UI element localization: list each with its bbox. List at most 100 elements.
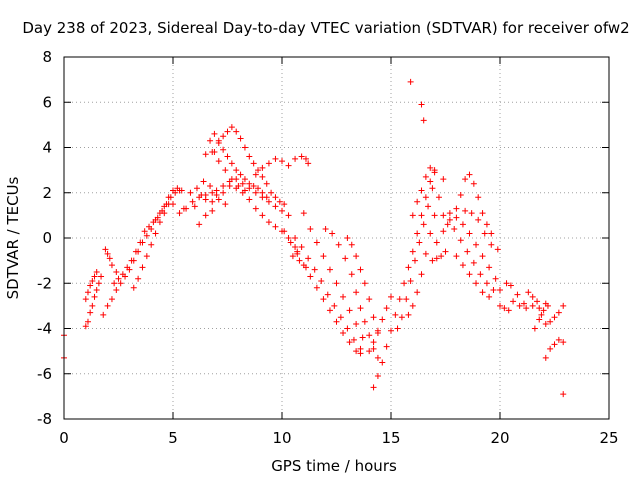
- data-point: [333, 318, 340, 325]
- data-point: [172, 189, 179, 196]
- data-point: [359, 334, 366, 341]
- y-tick-label: -8: [37, 410, 52, 428]
- data-point: [440, 176, 447, 183]
- data-point: [486, 264, 493, 271]
- data-point: [486, 293, 493, 300]
- data-point: [409, 302, 416, 309]
- data-point: [265, 219, 272, 226]
- data-point: [279, 158, 285, 165]
- y-tick-label: 6: [42, 93, 52, 111]
- data-point: [479, 253, 486, 260]
- data-point: [213, 187, 220, 194]
- data-point: [505, 307, 512, 314]
- data-point: [222, 201, 229, 208]
- series-night-F: [503, 280, 567, 327]
- data-point: [470, 259, 477, 266]
- data-point: [137, 239, 144, 246]
- data-point: [510, 298, 517, 305]
- data-point: [263, 180, 270, 187]
- data-point: [453, 214, 460, 221]
- series-night-G: [510, 298, 549, 312]
- data-point: [459, 221, 466, 228]
- data-point: [91, 273, 98, 280]
- data-point: [246, 153, 253, 160]
- data-point: [348, 241, 355, 248]
- data-point: [161, 210, 168, 217]
- data-point: [296, 257, 303, 264]
- data-point: [435, 194, 442, 201]
- data-point: [361, 280, 368, 287]
- data-point: [241, 176, 248, 183]
- data-point: [209, 198, 216, 205]
- series-night-J: [542, 336, 567, 361]
- data-point: [446, 210, 453, 217]
- data-point: [143, 232, 150, 239]
- data-point: [246, 196, 253, 203]
- series-afternoon-drop-F: [289, 248, 309, 271]
- data-point: [422, 173, 429, 180]
- data-point: [466, 230, 473, 237]
- series-midday-H: [196, 207, 216, 228]
- data-point: [427, 230, 434, 237]
- data-point: [366, 332, 373, 339]
- data-point: [87, 282, 94, 289]
- data-point: [555, 336, 562, 343]
- data-point: [113, 287, 120, 294]
- data-point: [337, 314, 344, 321]
- data-point: [492, 275, 499, 282]
- data-point: [446, 216, 453, 223]
- data-point: [252, 205, 259, 212]
- data-point: [307, 225, 314, 232]
- series-night-H: [497, 302, 512, 314]
- data-point: [440, 212, 447, 219]
- data-point: [215, 158, 222, 165]
- data-point: [89, 277, 96, 284]
- axes: 0 5 10 15 20 25 -8 -6 -4 -2 0 2 4 6 8: [37, 48, 619, 447]
- series-morning-rise-B: [82, 268, 100, 303]
- data-point: [403, 296, 410, 303]
- data-point: [207, 182, 214, 189]
- data-point: [560, 391, 567, 398]
- y-axis-label: SDTVAR / TECUs: [4, 176, 22, 299]
- data-point: [93, 287, 100, 294]
- data-point: [106, 255, 113, 262]
- data-point: [272, 223, 279, 230]
- data-point: [128, 257, 135, 264]
- data-point: [150, 219, 157, 226]
- data-point: [418, 271, 425, 278]
- y-tick-label: 0: [42, 229, 52, 247]
- x-tick-label: 0: [59, 429, 69, 447]
- data-point: [289, 253, 296, 260]
- series-midday-F: [176, 189, 229, 217]
- series-afternoon-drop-E: [344, 235, 381, 337]
- data-point: [333, 280, 340, 287]
- data-point: [220, 182, 227, 189]
- data-point: [525, 289, 532, 296]
- x-tick-label: 5: [168, 429, 178, 447]
- data-point: [407, 78, 414, 85]
- data-point: [420, 117, 427, 124]
- data-point: [383, 343, 390, 350]
- data-point: [324, 291, 331, 298]
- series-midday-B: [187, 176, 292, 219]
- data-point: [374, 327, 381, 334]
- data-point: [207, 137, 214, 144]
- data-point: [193, 185, 200, 192]
- data-point: [130, 284, 137, 291]
- series-midday-D: [207, 130, 270, 201]
- data-point: [222, 167, 229, 174]
- data-point: [335, 241, 342, 248]
- data-point: [233, 167, 240, 174]
- data-point: [152, 230, 159, 237]
- data-point: [488, 241, 495, 248]
- data-point: [139, 264, 146, 271]
- data-point: [228, 176, 235, 183]
- data-point: [135, 275, 142, 282]
- data-point: [313, 284, 320, 291]
- data-point: [490, 287, 497, 294]
- data-point: [237, 135, 244, 142]
- data-point: [414, 198, 421, 205]
- data-point: [442, 248, 449, 255]
- data-point: [523, 305, 530, 312]
